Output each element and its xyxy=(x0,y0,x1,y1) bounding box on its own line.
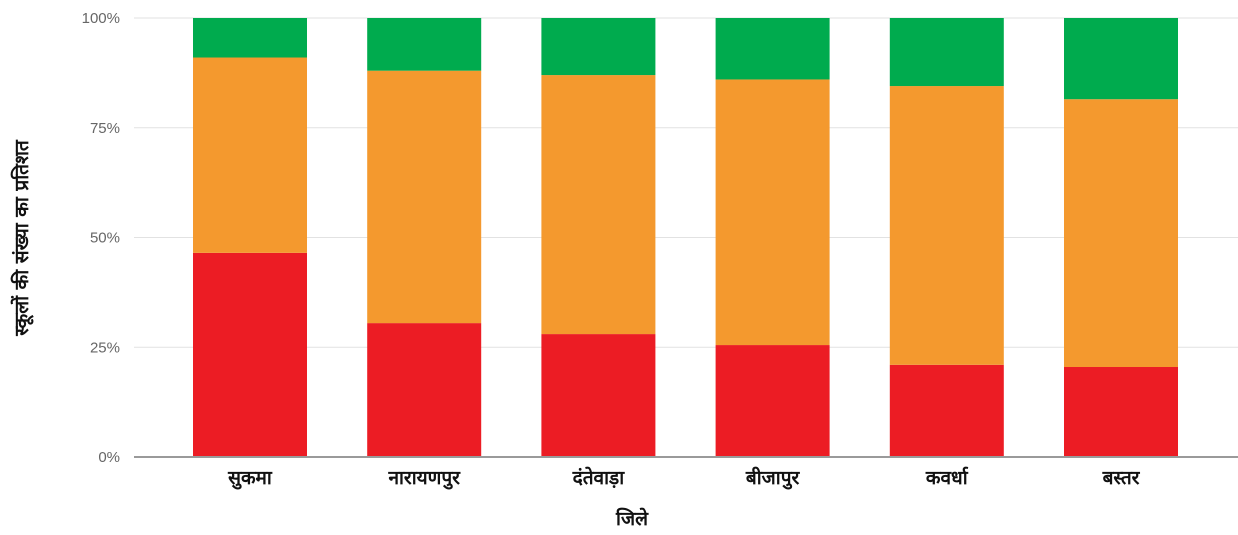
bars xyxy=(193,18,1178,457)
bar-segment-2 xyxy=(541,75,656,335)
bar-segment-1 xyxy=(889,364,1004,457)
x-category-label: कवर्धा xyxy=(925,466,969,489)
y-tick-labels: 0% 25% 50% 75% 100% xyxy=(82,10,120,466)
x-category-label: नारायणपुर xyxy=(387,467,461,490)
bar-segment-1 xyxy=(1064,367,1178,457)
bar-segment-2 xyxy=(1064,99,1178,368)
bar-segment-1 xyxy=(541,334,656,457)
gridlines xyxy=(134,17,1238,348)
bar-segment-1 xyxy=(193,252,307,457)
bar-segment-3 xyxy=(193,18,307,58)
bar-segment-3 xyxy=(1064,18,1178,100)
bar-segment-2 xyxy=(367,70,482,324)
bar-segment-1 xyxy=(715,345,830,457)
y-tick-label: 50% xyxy=(90,230,120,247)
y-tick-label: 25% xyxy=(90,339,120,356)
bar-segment-3 xyxy=(367,18,482,71)
bar-segment-1 xyxy=(367,323,482,457)
bar-segment-3 xyxy=(889,18,1004,87)
x-category-label: बस्तर xyxy=(1102,467,1141,489)
y-tick-label: 0% xyxy=(98,449,120,466)
x-category-label: सुकमा xyxy=(227,467,273,490)
x-category-labels: सुकमा नारायणपुर दंतेवाड़ा बीजापुर कवर्धा बस्त… xyxy=(227,466,1141,490)
x-category-label: बीजापुर xyxy=(745,466,801,490)
x-category-label: दंतेवाड़ा xyxy=(572,466,626,489)
bar-segment-2 xyxy=(715,79,830,346)
y-tick-label: 100% xyxy=(82,10,120,27)
bar-segment-2 xyxy=(193,57,307,253)
x-axis-title: जिले xyxy=(615,507,649,530)
y-axis-title: स्कूलों की संख्या का प्रतिशत xyxy=(10,139,34,337)
bar-segment-2 xyxy=(889,86,1004,365)
bar-segment-3 xyxy=(715,18,830,80)
y-tick-label: 75% xyxy=(90,120,120,137)
bar-segment-3 xyxy=(541,18,656,76)
